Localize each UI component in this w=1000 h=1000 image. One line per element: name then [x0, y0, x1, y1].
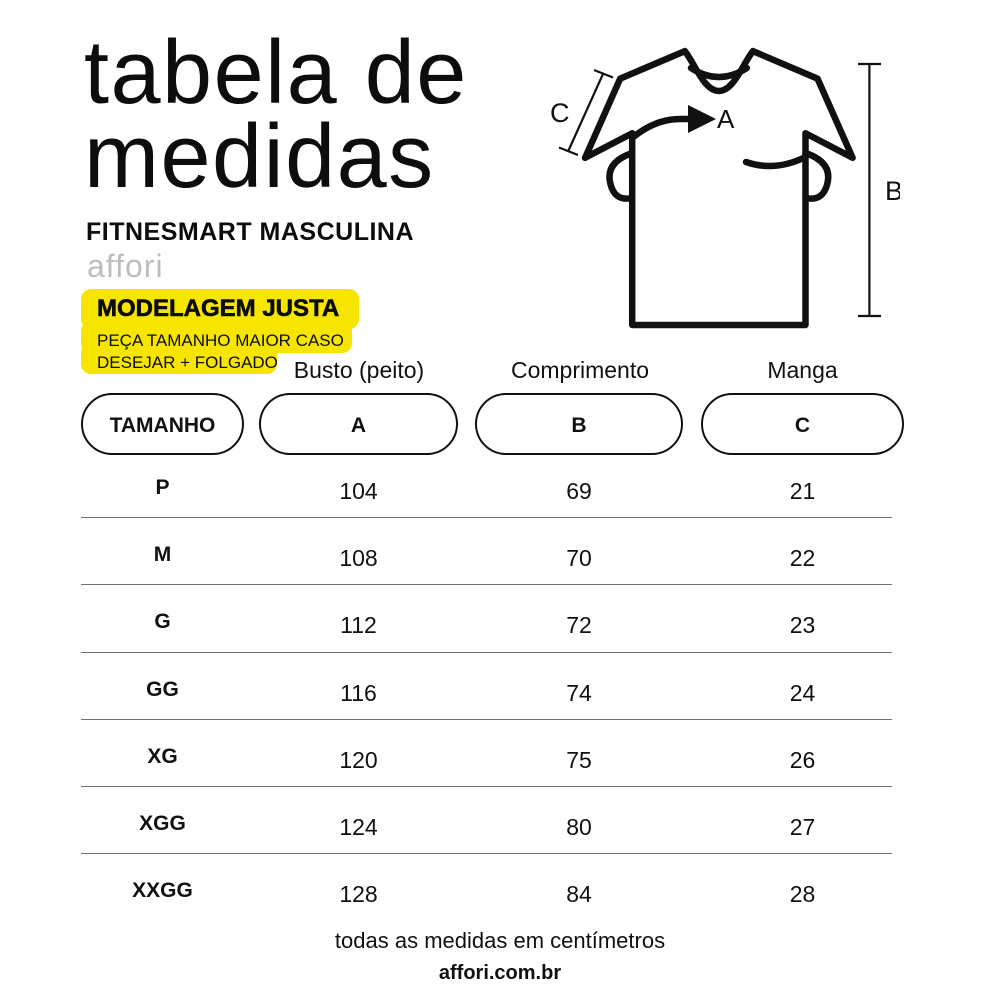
svg-text:C: C	[550, 98, 570, 128]
svg-text:A: A	[717, 104, 735, 134]
svg-text:B: B	[885, 176, 900, 206]
